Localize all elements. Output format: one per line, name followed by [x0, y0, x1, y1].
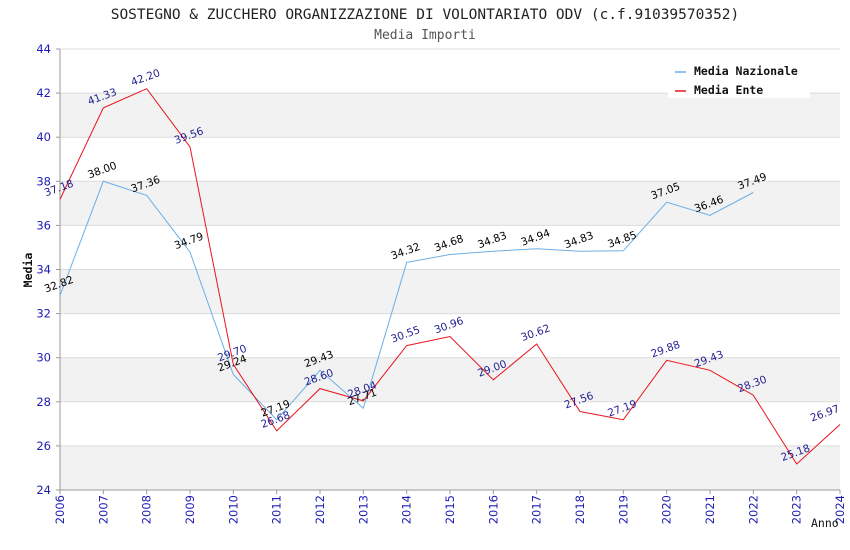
y-tick-label: 42 [36, 86, 51, 100]
x-tick-label: 2007 [96, 495, 110, 524]
legend: Media Nazionale Media Ente [668, 60, 810, 98]
x-axis-title: Anno [811, 516, 839, 530]
y-tick-label: 26 [36, 439, 51, 453]
x-tick-label: 2008 [140, 495, 154, 524]
x-tick-label: 2014 [400, 495, 414, 524]
chart-subtitle: Media Importi [374, 28, 476, 43]
x-tick-label: 2017 [530, 495, 544, 524]
x-tick-label: 2013 [356, 495, 370, 524]
y-tick-label: 32 [36, 307, 51, 321]
x-tick-label: 2022 [746, 495, 760, 524]
x-tick-label: 2023 [790, 495, 804, 524]
y-axis-ticks: 24 26 28 30 32 34 36 38 40 42 44 [36, 42, 60, 497]
y-tick-label: 44 [36, 42, 51, 56]
y-tick-label: 34 [36, 263, 51, 277]
y-tick-label: 24 [36, 483, 51, 497]
x-tick-label: 2021 [703, 495, 717, 524]
y-axis-title: Media [21, 253, 35, 288]
x-tick-label: 2012 [313, 495, 327, 524]
x-tick-label: 2020 [660, 495, 674, 524]
legend-box [668, 60, 810, 98]
grid-band [60, 269, 840, 314]
x-tick-label: 2009 [183, 495, 197, 524]
series-lines [59, 88, 841, 465]
y-tick-label: 28 [36, 395, 51, 409]
legend-label-media-nazionale: Media Nazionale [694, 64, 798, 78]
background-bands [60, 49, 840, 490]
grid-band [60, 313, 840, 358]
x-tick-label: 2016 [486, 495, 500, 524]
grid-band [60, 181, 840, 226]
x-tick-label: 2015 [443, 495, 457, 524]
x-tick-label: 2010 [226, 495, 240, 524]
grid-band [60, 93, 840, 138]
x-tick-label: 2011 [270, 495, 284, 524]
x-axis-ticks: 2006 2007 2008 2009 2010 2011 2012 2013 2014 2015… [53, 490, 847, 524]
x-tick-label: 2019 [616, 495, 630, 524]
y-tick-label: 36 [36, 218, 51, 232]
series-line-media-ente [59, 88, 841, 465]
grid-band [60, 225, 840, 270]
y-tick-label: 30 [36, 351, 51, 365]
grid-band [60, 445, 840, 490]
grid-band [60, 137, 840, 182]
chart-title: SOSTEGNO & ZUCCHERO ORGANIZZAZIONE DI VO… [111, 7, 740, 23]
series-line-media-nazionale [59, 180, 754, 421]
grid-band [60, 401, 840, 446]
y-tick-label: 40 [36, 130, 51, 144]
y-tick-label: 38 [36, 174, 51, 188]
x-tick-label: 2018 [573, 495, 587, 524]
x-tick-label: 2024 [833, 495, 847, 524]
legend-label-media-ente: Media Ente [694, 83, 763, 97]
x-tick-label: 2006 [53, 495, 67, 524]
grid-band [60, 357, 840, 402]
